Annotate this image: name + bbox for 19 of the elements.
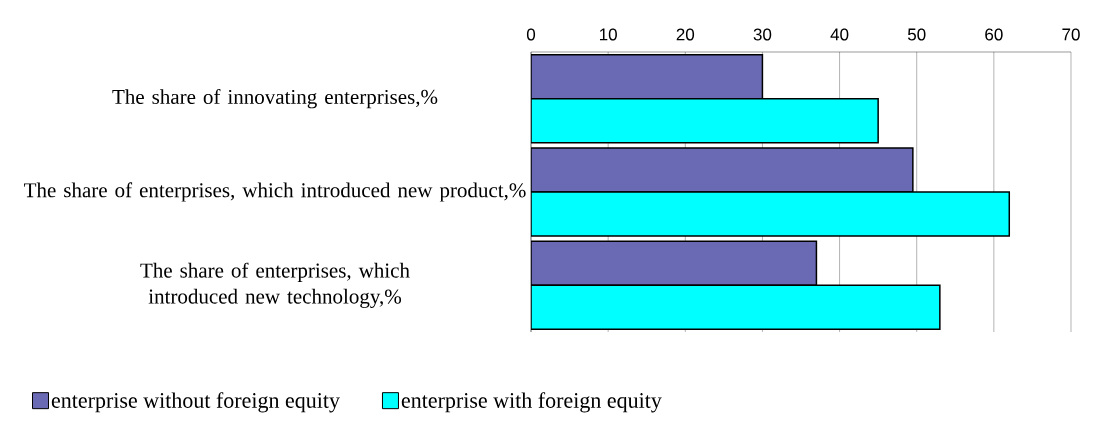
x-tick-label: 10 <box>599 28 617 41</box>
legend-label: enterprise without foreign equity <box>51 392 340 413</box>
x-tick-label: 30 <box>753 28 772 41</box>
bar <box>531 97 879 144</box>
x-tick-label: 40 <box>830 28 849 41</box>
legend-label: enterprise with foreign equity <box>401 392 662 413</box>
bar <box>531 240 818 287</box>
y-tick-label: The share of enterprises, which introduced new technology,% <box>140 262 410 308</box>
x-tick-label: 60 <box>985 28 1003 41</box>
x-tick-label: 0 <box>526 28 536 41</box>
y-tick-label: The share of enterprises, which introduced new product,% <box>24 182 526 202</box>
x-tick-label: 20 <box>676 28 695 41</box>
x-tick-label: 50 <box>907 28 926 41</box>
y-tick-label: The share of innovating enterprises,% <box>112 89 438 109</box>
bar <box>531 147 914 193</box>
bar <box>531 53 764 100</box>
bar <box>531 191 1011 237</box>
x-tick-label: 70 <box>1062 28 1080 41</box>
bar <box>531 284 941 331</box>
